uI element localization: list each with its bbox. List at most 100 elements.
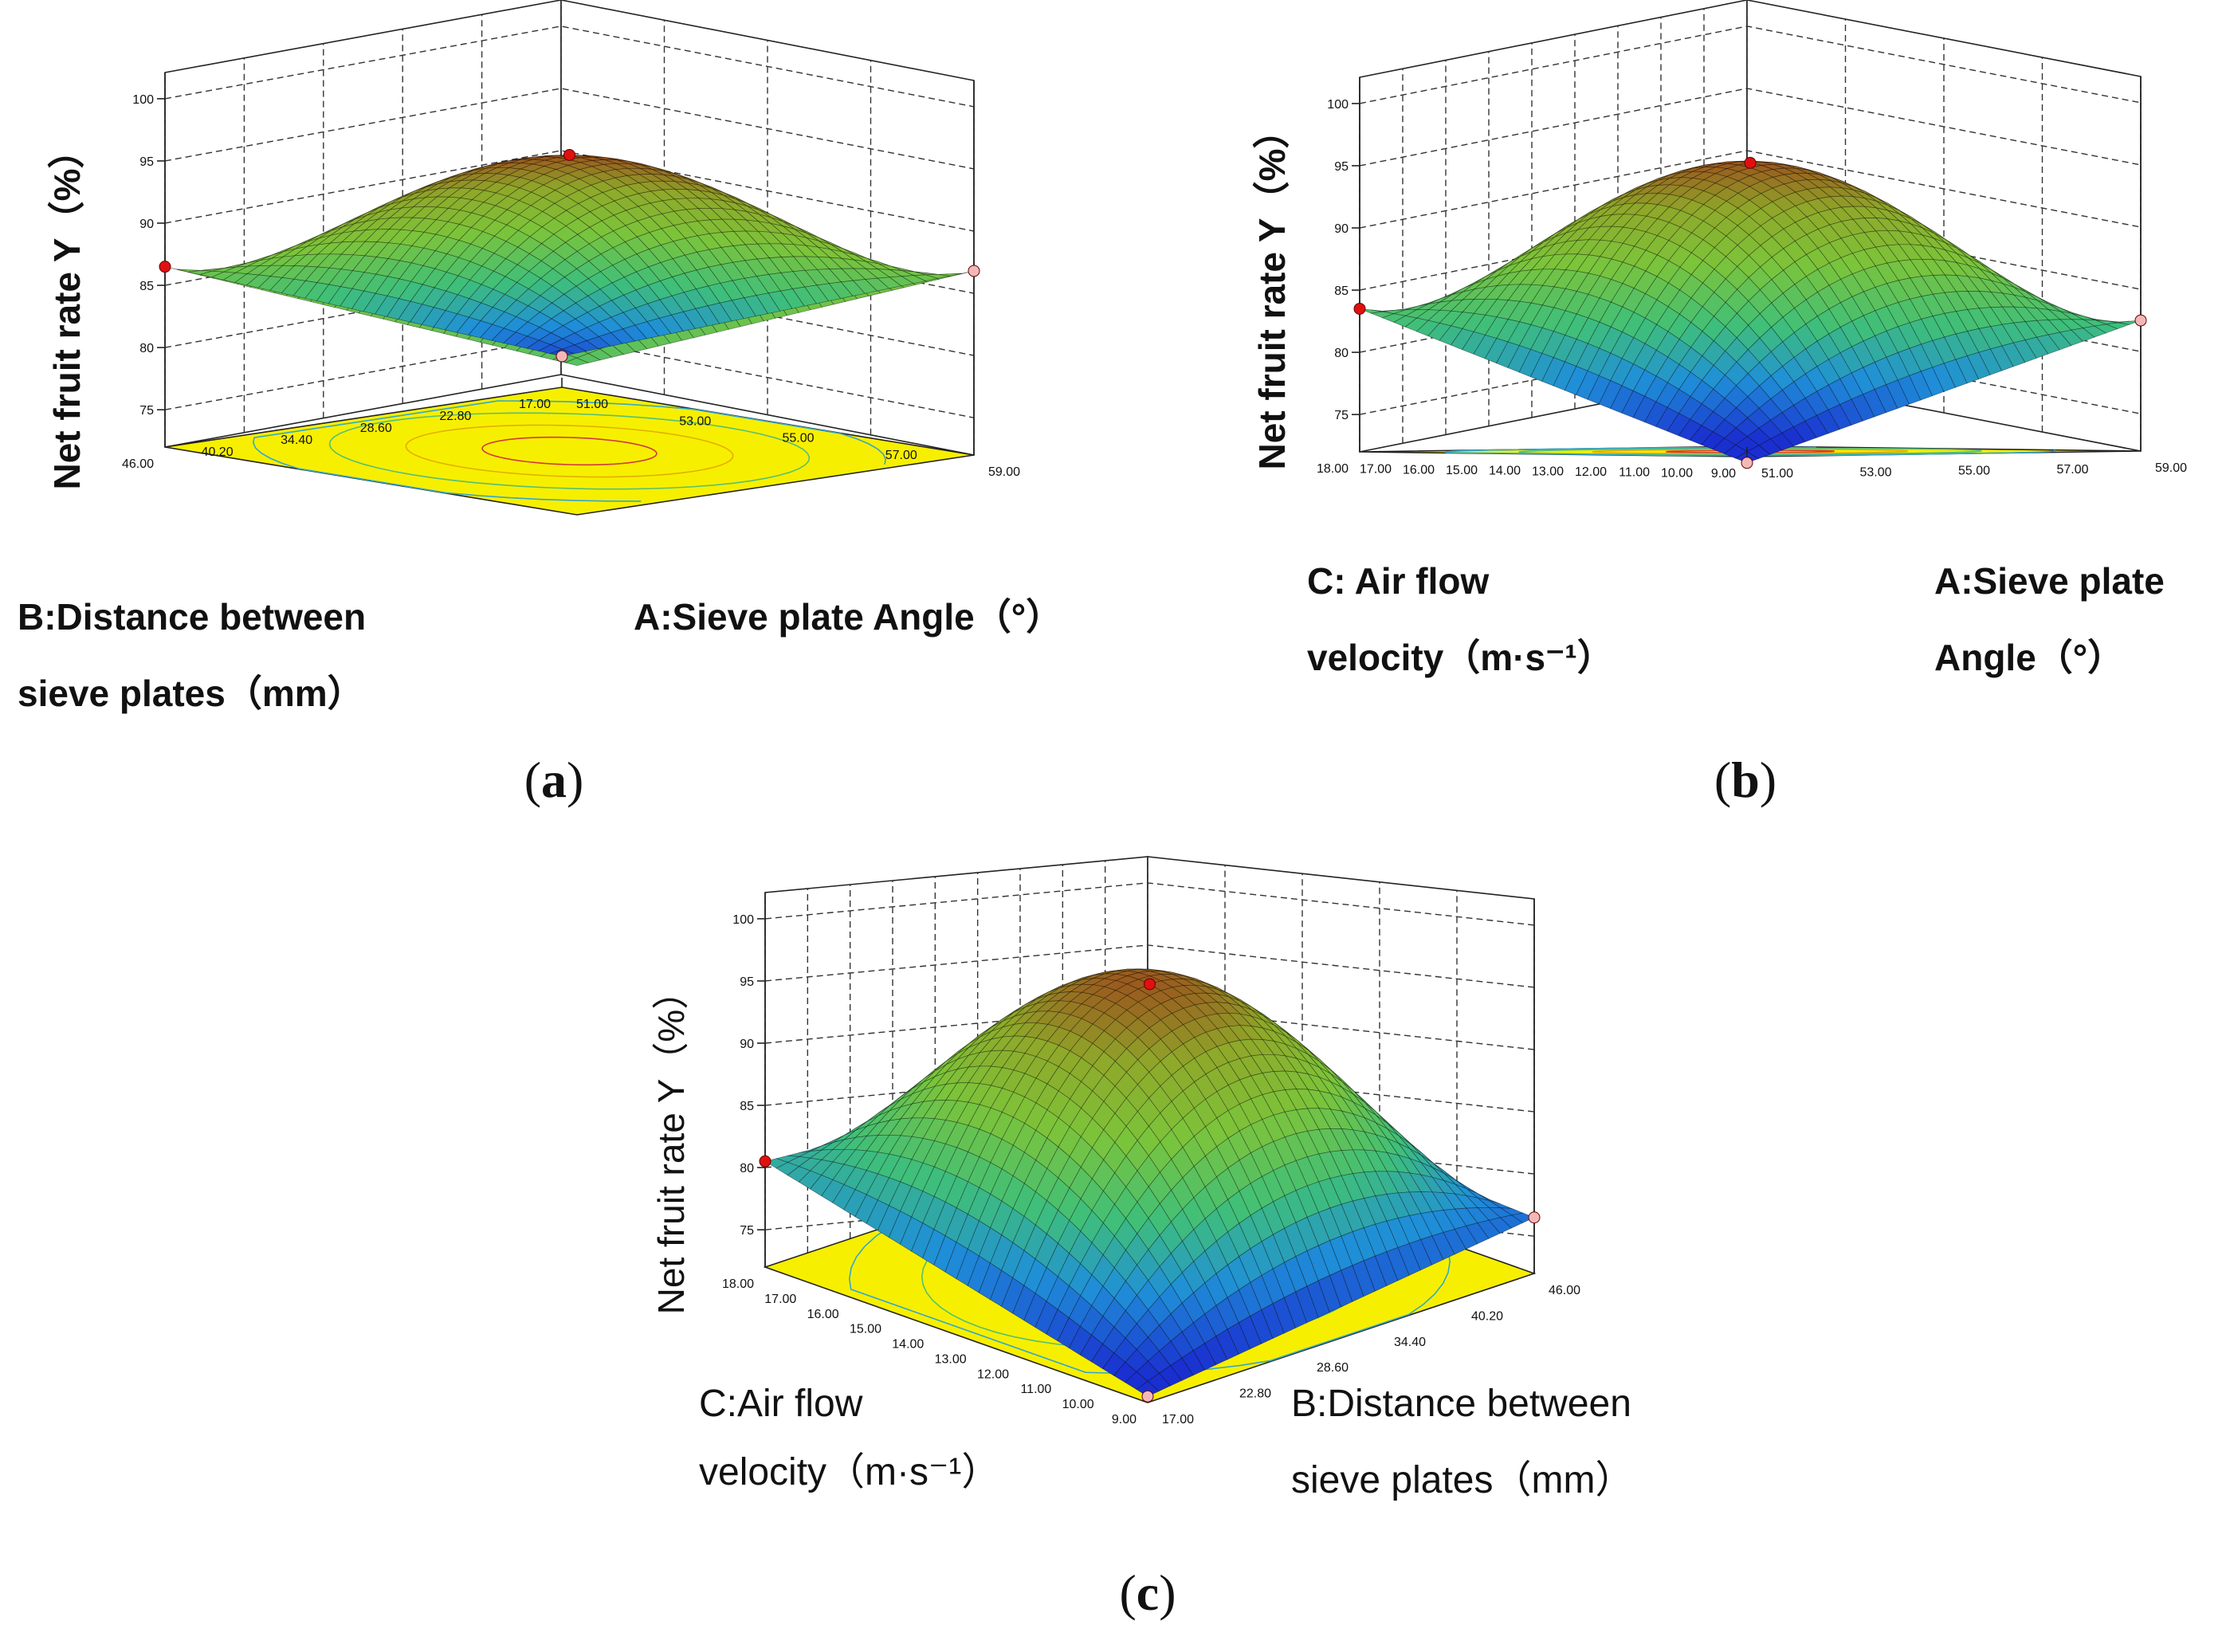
surface-patch	[661, 210, 687, 226]
surface-patch	[496, 167, 522, 176]
surface-patch	[1046, 1011, 1071, 1028]
surface-patch	[1543, 232, 1567, 248]
surface-patch	[1576, 273, 1600, 295]
surface-patch	[1091, 1316, 1115, 1345]
surface-patch	[1070, 978, 1093, 986]
surface-patch	[1588, 214, 1613, 229]
surface-patch	[1431, 1176, 1456, 1195]
y-axis-title: B:Distance between	[18, 596, 366, 638]
surface-patch	[1588, 226, 1613, 241]
surface-patch	[363, 241, 390, 257]
surface-patch	[779, 288, 805, 309]
surface-patch	[412, 196, 438, 208]
surface-patch	[1553, 310, 1577, 336]
surface-patch	[1598, 380, 1623, 410]
surface-patch	[1250, 1073, 1274, 1096]
surface-patch	[573, 340, 599, 352]
surface-patch	[1564, 339, 1588, 367]
z-tick-label: 80	[740, 1162, 754, 1175]
surface-patch	[1013, 1022, 1038, 1037]
surface-patch	[340, 288, 365, 309]
y-tick-label: 12.00	[1575, 465, 1607, 479]
surface-patch	[722, 200, 748, 212]
surface-patch	[1427, 300, 1453, 311]
surface-patch	[435, 196, 461, 209]
surface-patch	[1530, 284, 1555, 306]
surface-patch	[1541, 286, 1566, 308]
surface-patch	[1553, 335, 1577, 363]
design-point-marker	[1144, 978, 1156, 991]
surface-patch	[1679, 214, 1704, 233]
surface-patch	[588, 253, 614, 273]
surface-patch	[1036, 992, 1060, 1004]
surface-patch	[587, 305, 612, 323]
surface-patch	[1171, 979, 1196, 986]
surface-patch	[579, 160, 605, 167]
surface-patch	[1450, 328, 1474, 351]
z-gridline	[1359, 88, 2142, 167]
surface-patch	[1035, 1010, 1060, 1025]
panel-label: (a)	[524, 751, 584, 808]
x-tick-label: 59.00	[988, 465, 1020, 479]
surface-patch	[1069, 1263, 1093, 1297]
surface-patch	[471, 190, 497, 203]
y-tick-label: 13.00	[1532, 465, 1564, 478]
surface-patch	[1427, 323, 1452, 341]
surface-patch	[843, 1149, 868, 1167]
surface-patch	[1408, 1239, 1433, 1271]
z-axis-title: Net fruit rate Y（%）	[46, 131, 88, 489]
surface-patch	[1047, 985, 1071, 995]
y-tick-label: 17.00	[1360, 463, 1392, 477]
surface-patch	[1588, 239, 1612, 257]
panel-a: 75 80 85 90 95 100 51.00 53.00 55.00 57.00 59.00 17…	[18, 0, 1062, 808]
surface-patch	[1876, 197, 1900, 211]
surface-patch	[1034, 1167, 1059, 1202]
x-axis-title: Angle（°）	[1934, 637, 2124, 678]
surface-patch	[1393, 315, 1418, 328]
surface-patch	[1748, 245, 1773, 268]
surface-patch	[804, 284, 830, 304]
surface-patch	[1610, 358, 1634, 387]
surface-patch	[1670, 167, 1694, 175]
z-gridline	[764, 944, 1535, 988]
surface-patch	[1600, 203, 1625, 218]
z-tick-label: 95	[740, 975, 754, 989]
surface-patch	[945, 1066, 970, 1085]
surface-patch	[673, 198, 700, 210]
surface-patch	[1610, 306, 1635, 333]
x-tick-label: 46.00	[1549, 1284, 1580, 1297]
y-tick-label: 18.00	[722, 1277, 754, 1291]
surface-patch	[292, 281, 318, 299]
surface-patch	[957, 1036, 981, 1054]
y-tick-label: 17.00	[764, 1293, 796, 1306]
surface-patch	[1184, 979, 1207, 987]
surface-patch	[586, 321, 612, 337]
surface-patch	[1001, 1277, 1025, 1314]
surface-patch	[1115, 983, 1139, 996]
surface-patch	[1371, 309, 1395, 312]
surface-patch	[650, 180, 676, 190]
design-point-marker	[1741, 457, 1753, 469]
x-axis-title: A:Sieve plate	[1934, 560, 2165, 602]
surface-patch	[234, 273, 260, 286]
x-tick-label: 51.00	[576, 398, 608, 411]
surface-patch	[1375, 1134, 1400, 1156]
surface-patch	[747, 206, 771, 218]
surface-patch	[1427, 309, 1452, 324]
surface-patch	[1439, 291, 1463, 303]
y-tick-label: 15.00	[850, 1323, 881, 1336]
surface-patch	[1046, 991, 1072, 1002]
surface-patch	[398, 281, 423, 302]
surface-patch	[1553, 361, 1577, 391]
surface-patch	[1484, 316, 1509, 339]
surface-patch	[709, 232, 734, 248]
surface-patch	[1046, 1026, 1071, 1046]
floor-contour	[252, 400, 887, 502]
surface-patch	[956, 1248, 980, 1286]
surface-patch	[1462, 279, 1486, 292]
surface-patch	[1284, 1055, 1309, 1075]
surface-patch	[1386, 1246, 1410, 1281]
surface-patch	[662, 180, 689, 190]
surface-patch	[1643, 401, 1668, 427]
surface-patch	[911, 1222, 935, 1259]
